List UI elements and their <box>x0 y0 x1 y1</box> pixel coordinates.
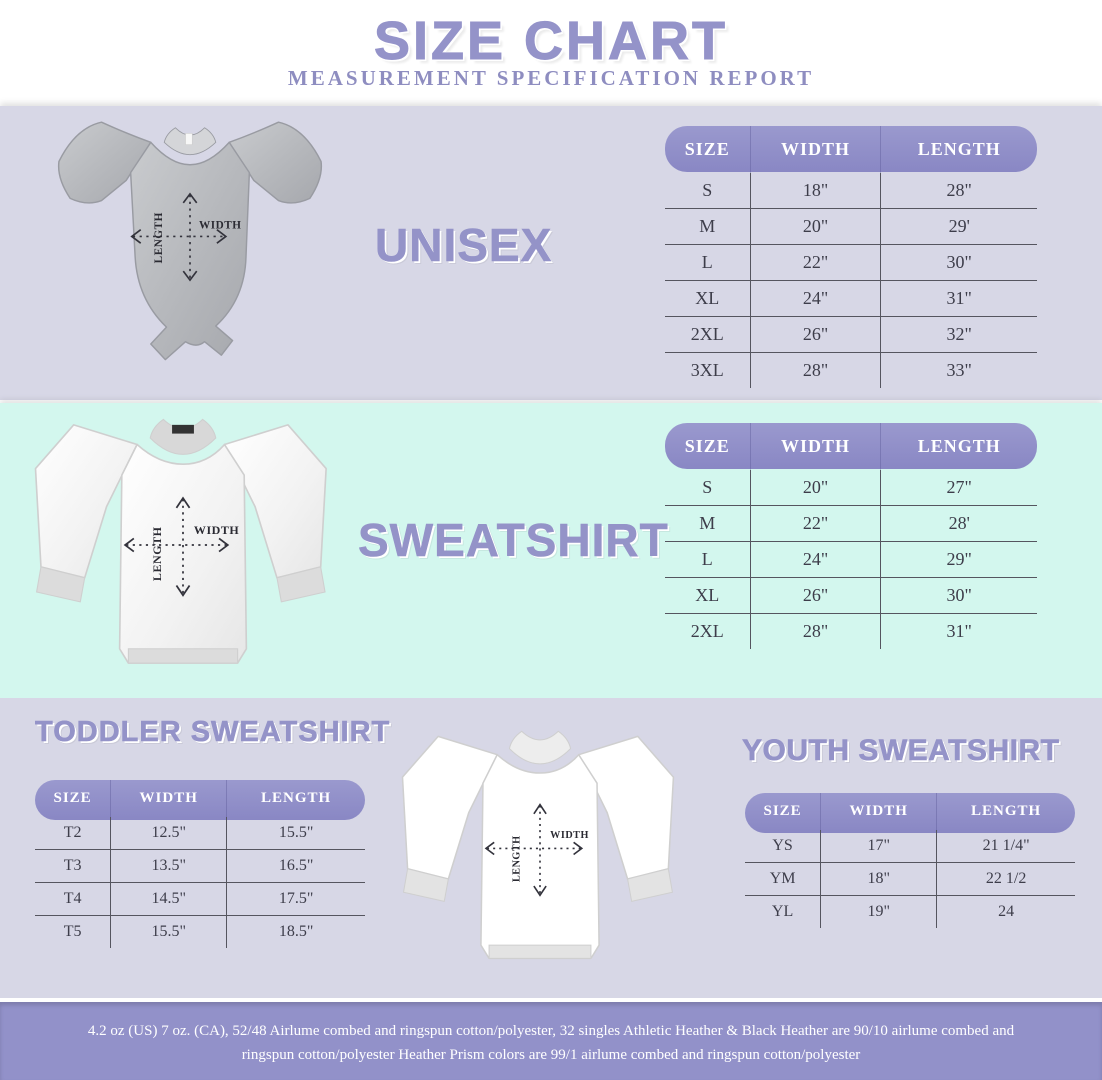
svg-text:LENGTH: LENGTH <box>512 835 523 882</box>
svg-text:WIDTH: WIDTH <box>194 523 240 537</box>
svg-text:LENGTH: LENGTH <box>153 212 165 263</box>
svg-text:WIDTH: WIDTH <box>550 830 589 841</box>
svg-text:LENGTH: LENGTH <box>150 526 164 581</box>
svg-text:WIDTH: WIDTH <box>199 220 242 232</box>
